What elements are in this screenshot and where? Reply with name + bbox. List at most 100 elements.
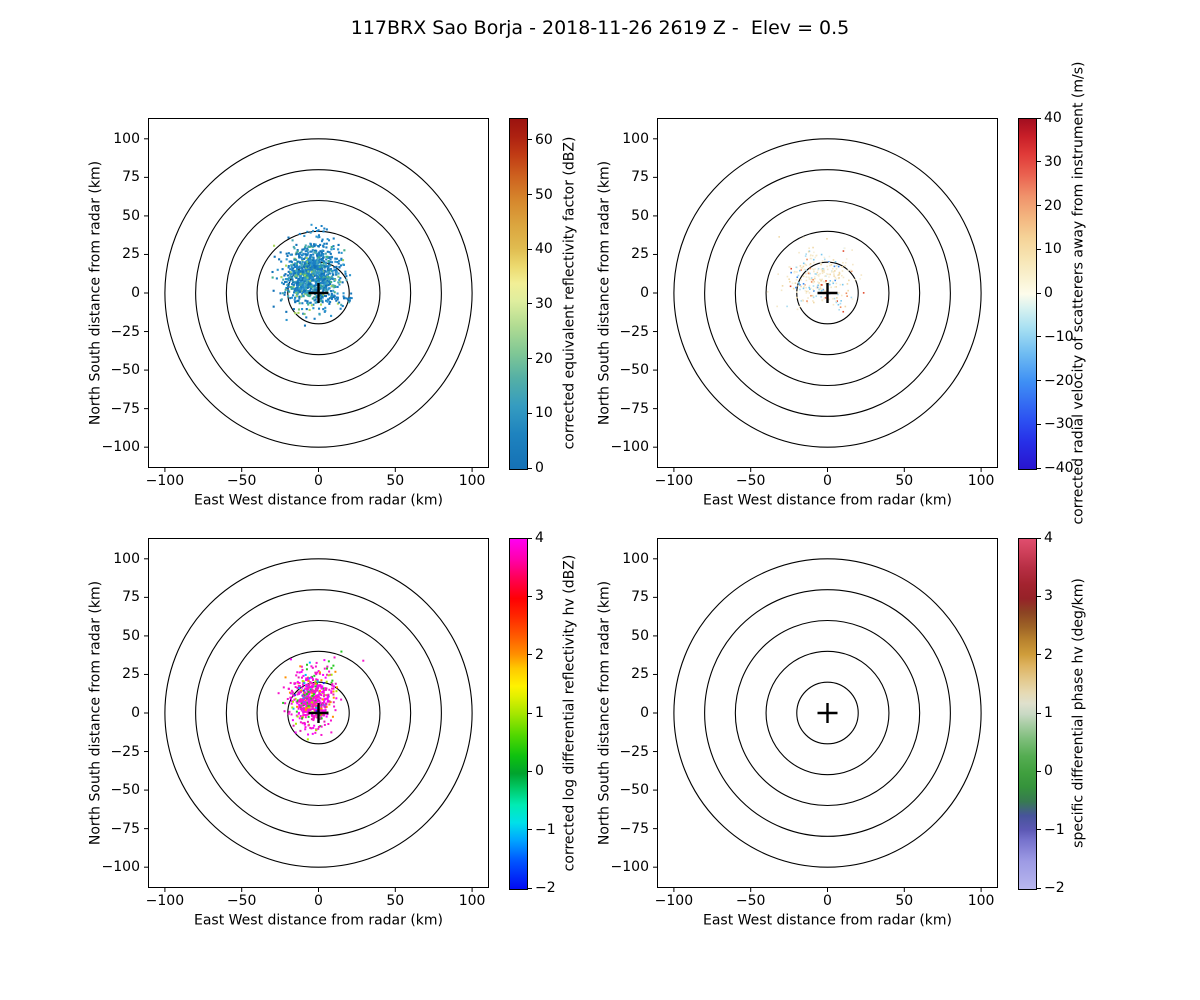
y-tick-label: 0 (131, 285, 140, 301)
colorbar-tick-label: −40 (1044, 460, 1074, 476)
x-tick-label: −100 (654, 473, 694, 489)
y-tick-label: 25 (122, 246, 140, 263)
y-tick-label: −50 (619, 362, 649, 379)
range-ring-40km (765, 650, 890, 776)
colorbar-label: corrected log differential reflectivity … (561, 554, 578, 872)
range-ring-20km (796, 261, 859, 325)
y-tick-label: −50 (619, 782, 649, 799)
y-tick-label: −25 (619, 743, 649, 760)
radar-center-marker (308, 283, 329, 303)
y-tick-label: 50 (122, 207, 140, 224)
y-tick-label: 0 (640, 285, 649, 301)
colorbar-tick-label: 1 (1044, 705, 1053, 721)
colorbar-tickmark (528, 887, 532, 889)
scatter-velocity (766, 236, 865, 313)
y-tick-label: −50 (110, 362, 140, 379)
xaxis-label: East West distance from radar (km) (702, 492, 953, 509)
colorbar-tick-label: 0 (1044, 763, 1053, 780)
range-ring-80km (704, 589, 951, 837)
colorbar-tick-label: 4 (535, 530, 544, 546)
y-tick-label: −100 (610, 859, 649, 876)
y-tick-label: 100 (113, 130, 140, 147)
colorbar-tick-label: 60 (535, 131, 553, 148)
range-ring-80km (195, 169, 442, 417)
colorbar-tickmark (1037, 887, 1041, 889)
x-tick-label: −50 (735, 473, 766, 489)
colorbar-tickmark (1037, 292, 1041, 294)
colorbar-tickmark (1037, 770, 1041, 772)
y-tick-label: −50 (110, 782, 140, 799)
colorbar-label: specific differential phase hv (deg/km) (1070, 578, 1087, 848)
x-tick-label: −100 (145, 893, 185, 909)
y-tick-label: 100 (622, 130, 649, 147)
colorbar-label: corrected equivalent reflectivity factor… (561, 136, 578, 450)
range-ring-60km (225, 619, 412, 807)
y-tick-label: 50 (122, 627, 140, 644)
axes-border (657, 118, 998, 468)
colorbar-tick-label: 40 (535, 241, 553, 258)
colorbar-tick-label: 50 (535, 186, 553, 203)
y-tick-label: 25 (122, 666, 140, 683)
colorbar-tick-label: 1 (535, 705, 544, 721)
x-tick-label: 100 (458, 473, 486, 489)
plot-area (144, 538, 489, 892)
yaxis-label: North South distance from radar (km) (596, 580, 613, 846)
y-tick-label: 75 (122, 589, 140, 606)
colorbar-tick-label: 30 (535, 295, 553, 312)
y-tick-label: −75 (619, 820, 649, 837)
colorbar-tick-label: −1 (1044, 821, 1065, 838)
y-tick-label: −25 (110, 323, 140, 340)
yaxis-label: North South distance from radar (km) (596, 160, 613, 426)
x-tick-label: 50 (895, 473, 914, 489)
radar-center-marker (817, 703, 838, 723)
colorbar-tickmark (528, 712, 532, 714)
range-ring-60km (734, 619, 921, 807)
y-tick-label: 50 (631, 627, 649, 644)
axis-ticks (653, 138, 982, 472)
colorbar-velocity (1018, 118, 1037, 470)
colorbar-tickmark (528, 303, 532, 305)
y-tick-label: −75 (110, 400, 140, 417)
x-tick-label: −100 (145, 473, 185, 489)
colorbar-tick-label: 2 (1044, 646, 1053, 663)
range-ring-20km (796, 681, 859, 745)
range-ring-100km (673, 558, 982, 868)
colorbar-tick-label: −2 (1044, 880, 1065, 896)
colorbar-tickmark (528, 467, 532, 469)
y-tick-label: −100 (101, 439, 140, 456)
y-tick-label: −75 (619, 400, 649, 417)
xaxis-label: East West distance from radar (km) (702, 912, 953, 929)
x-tick-label: 100 (967, 473, 995, 489)
colorbar-tick-label: −1 (535, 821, 556, 838)
colorbar-tickmark (1037, 829, 1041, 831)
axis-ticks (653, 558, 982, 892)
colorbar-differential_reflectivity (509, 538, 528, 890)
colorbar-tickmark (528, 595, 532, 597)
x-tick-label: 0 (823, 893, 832, 909)
scatter-reflectivity (321, 292, 353, 304)
y-tick-label: 25 (631, 666, 649, 683)
x-tick-label: 50 (386, 473, 405, 489)
colorbar-tick-label: −30 (1044, 416, 1074, 433)
colorbar-tick-label: 4 (1044, 530, 1053, 546)
y-tick-label: 50 (631, 207, 649, 224)
xaxis-label: East West distance from radar (km) (193, 492, 444, 509)
x-tick-label: 100 (967, 893, 995, 909)
scatter-differential_reflectivity (277, 658, 343, 741)
colorbar-tick-label: 20 (535, 350, 553, 367)
colorbar-tickmark (528, 654, 532, 656)
colorbar-tick-label: 2 (535, 646, 544, 663)
axes-border (657, 538, 998, 888)
range-ring-100km (164, 558, 473, 868)
y-tick-label: −75 (110, 820, 140, 837)
colorbar-tickmark (1037, 117, 1041, 119)
y-tick-label: −100 (101, 859, 140, 876)
y-tick-label: 0 (640, 705, 649, 721)
y-tick-label: 0 (131, 705, 140, 721)
colorbar-tick-label: 3 (1044, 588, 1053, 605)
range-ring-80km (704, 169, 951, 417)
colorbar-tick-label: 20 (1044, 197, 1062, 214)
yaxis-label: North South distance from radar (km) (87, 580, 104, 846)
y-tick-label: 75 (631, 169, 649, 186)
